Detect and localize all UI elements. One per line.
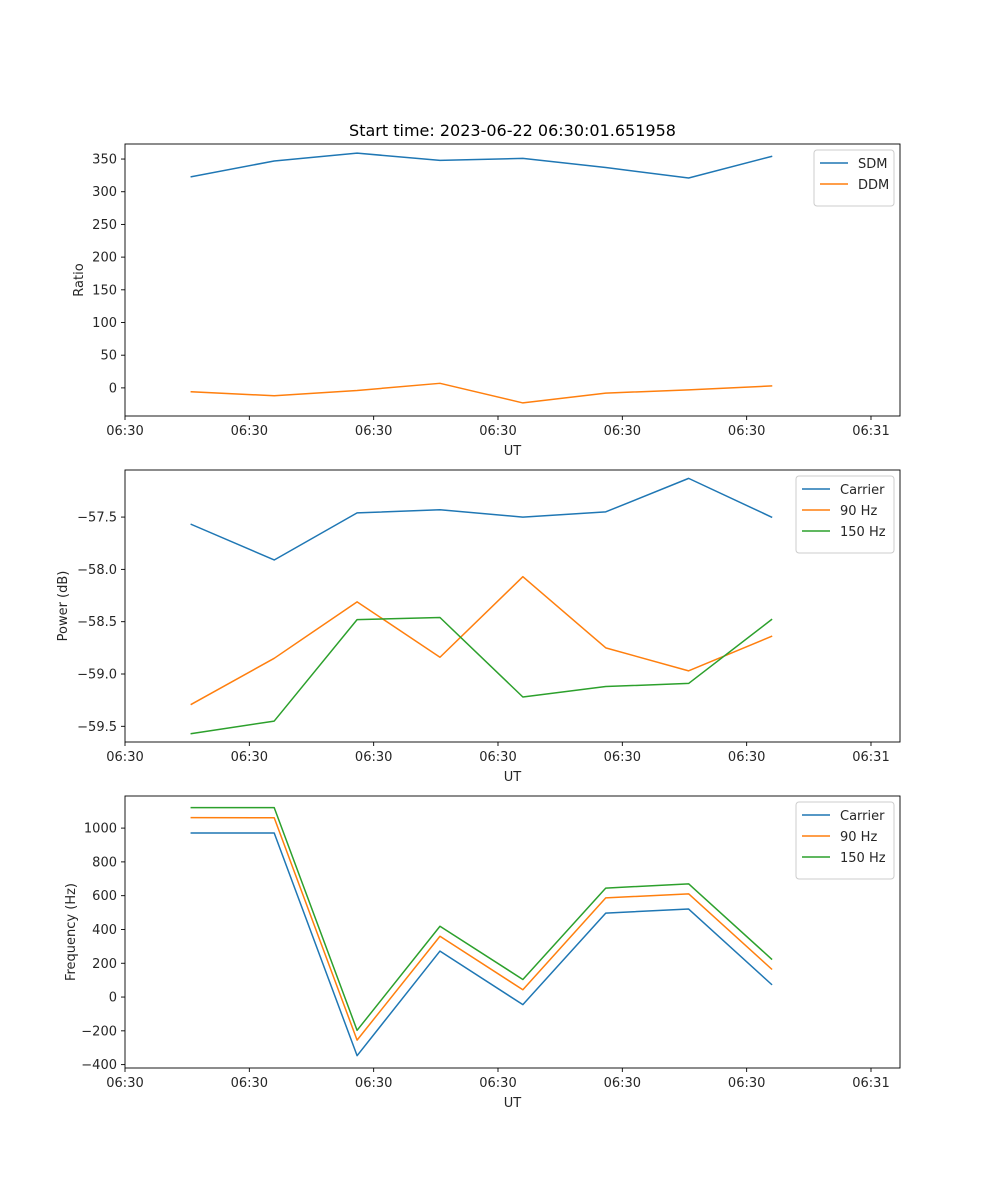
y-axis-label: Power (dB) <box>56 571 71 642</box>
x-tick-label: 06:30 <box>479 424 516 439</box>
y-tick-label: 400 <box>92 923 117 938</box>
series-lines <box>190 152 773 404</box>
series-lines <box>190 477 773 735</box>
axes-frame <box>124 143 901 417</box>
x-axis-label: UT <box>504 1096 522 1111</box>
subplot-2: 06:30 06:30 06:30 06:30 06:30 06:30 06:31 −59.5… <box>56 469 901 785</box>
legend-box <box>795 801 895 880</box>
subplot-3: 06:30 06:30 06:30 06:30 06:30 06:30 06:31−400−… <box>64 795 901 1111</box>
y-tick-label: −58.5 <box>77 615 117 630</box>
series-lines <box>190 806 773 1057</box>
x-tick-label: 06:30 <box>355 424 392 439</box>
series-line-carrier <box>190 477 773 561</box>
y-tick-label: 300 <box>92 185 117 200</box>
y-tick-label: 50 <box>100 349 117 364</box>
y-tick-label: −57.5 <box>77 511 117 526</box>
x-axis-ticks: 06:30 06:30 06:30 06:30 06:30 06:30 06:31 <box>106 1068 890 1091</box>
legend: Carrier 90 Hz 150 Hz <box>795 801 895 880</box>
x-tick-label: 06:30 <box>479 1076 516 1091</box>
series-line-90-hz <box>190 816 773 1041</box>
axes-frame <box>124 469 901 743</box>
x-tick-label: 06:30 <box>106 1076 143 1091</box>
y-tick-label: 250 <box>92 218 117 233</box>
y-tick-label: 0 <box>109 991 117 1006</box>
x-axis-ticks: 06:30 06:30 06:30 06:30 06:30 06:30 06:31 <box>106 416 890 439</box>
x-tick-label: 06:30 <box>604 750 641 765</box>
legend-label: 150 Hz <box>840 851 886 866</box>
subplot-1: 06:30 06:30 06:30 06:30 06:30 06:30 06:31 0 50 10… <box>72 143 901 459</box>
series-line-150-hz <box>190 806 773 1032</box>
series-line-ddm <box>190 382 773 404</box>
x-tick-label: 06:31 <box>852 424 889 439</box>
y-tick-label: 1000 <box>84 822 117 837</box>
x-tick-label: 06:30 <box>355 1076 392 1091</box>
x-tick-label: 06:30 <box>604 1076 641 1091</box>
legend: Carrier 90 Hz 150 Hz <box>795 475 895 554</box>
x-tick-label: 06:30 <box>355 750 392 765</box>
axes-frame <box>124 795 901 1069</box>
x-tick-label: 06:30 <box>604 424 641 439</box>
legend-label: SDM <box>858 157 887 172</box>
y-tick-label: 0 <box>109 381 117 396</box>
y-tick-label: −400 <box>81 1058 117 1073</box>
y-axis-ticks: −59.5 −59.0 −58.5 −58.0 −57.5 <box>77 511 125 735</box>
y-tick-label: 100 <box>92 316 117 331</box>
x-tick-label: 06:30 <box>231 750 268 765</box>
y-axis-label: Frequency (Hz) <box>64 883 79 981</box>
y-axis-label: Ratio <box>72 263 87 296</box>
y-tick-label: 200 <box>92 251 117 266</box>
x-tick-label: 06:30 <box>231 424 268 439</box>
legend: SDM DDM <box>813 149 895 207</box>
y-axis-ticks: −400 −200 0 200 400 600 800 1000 <box>81 822 125 1073</box>
series-line-carrier <box>190 832 773 1057</box>
legend-box <box>813 149 895 207</box>
x-tick-label: 06:31 <box>852 750 889 765</box>
x-axis-ticks: 06:30 06:30 06:30 06:30 06:30 06:30 06:31 <box>106 742 890 765</box>
y-tick-label: 150 <box>92 283 117 298</box>
legend-label: 150 Hz <box>840 525 886 540</box>
y-tick-label: −59.0 <box>77 668 117 683</box>
x-tick-label: 06:30 <box>728 1076 765 1091</box>
y-tick-label: 200 <box>92 957 117 972</box>
x-axis-label: UT <box>504 444 522 459</box>
y-tick-label: 350 <box>92 153 117 168</box>
series-line-sdm <box>190 152 773 179</box>
x-tick-label: 06:30 <box>106 424 143 439</box>
legend-label: 90 Hz <box>840 504 877 519</box>
y-tick-label: −58.0 <box>77 563 117 578</box>
x-tick-label: 06:30 <box>231 1076 268 1091</box>
x-axis-label: UT <box>504 770 522 785</box>
x-tick-label: 06:30 <box>728 750 765 765</box>
y-axis-ticks: 0 50 100 150 200 250 300 350 <box>92 153 125 396</box>
y-tick-label: −200 <box>81 1024 117 1039</box>
x-tick-label: 06:30 <box>479 750 516 765</box>
y-tick-label: −59.5 <box>77 720 117 735</box>
legend-label: Carrier <box>840 809 885 824</box>
legend-label: DDM <box>858 178 889 193</box>
y-tick-label: 800 <box>92 855 117 870</box>
y-tick-label: 600 <box>92 889 117 904</box>
x-tick-label: 06:31 <box>852 1076 889 1091</box>
figure-title: Start time: 2023-06-22 06:30:01.651958 <box>349 121 676 140</box>
x-tick-label: 06:30 <box>106 750 143 765</box>
series-line-90-hz <box>190 575 773 706</box>
legend-label: Carrier <box>840 483 885 498</box>
series-line-150-hz <box>190 616 773 735</box>
x-tick-label: 06:30 <box>728 424 765 439</box>
legend-label: 90 Hz <box>840 830 877 845</box>
legend-box <box>795 475 895 554</box>
